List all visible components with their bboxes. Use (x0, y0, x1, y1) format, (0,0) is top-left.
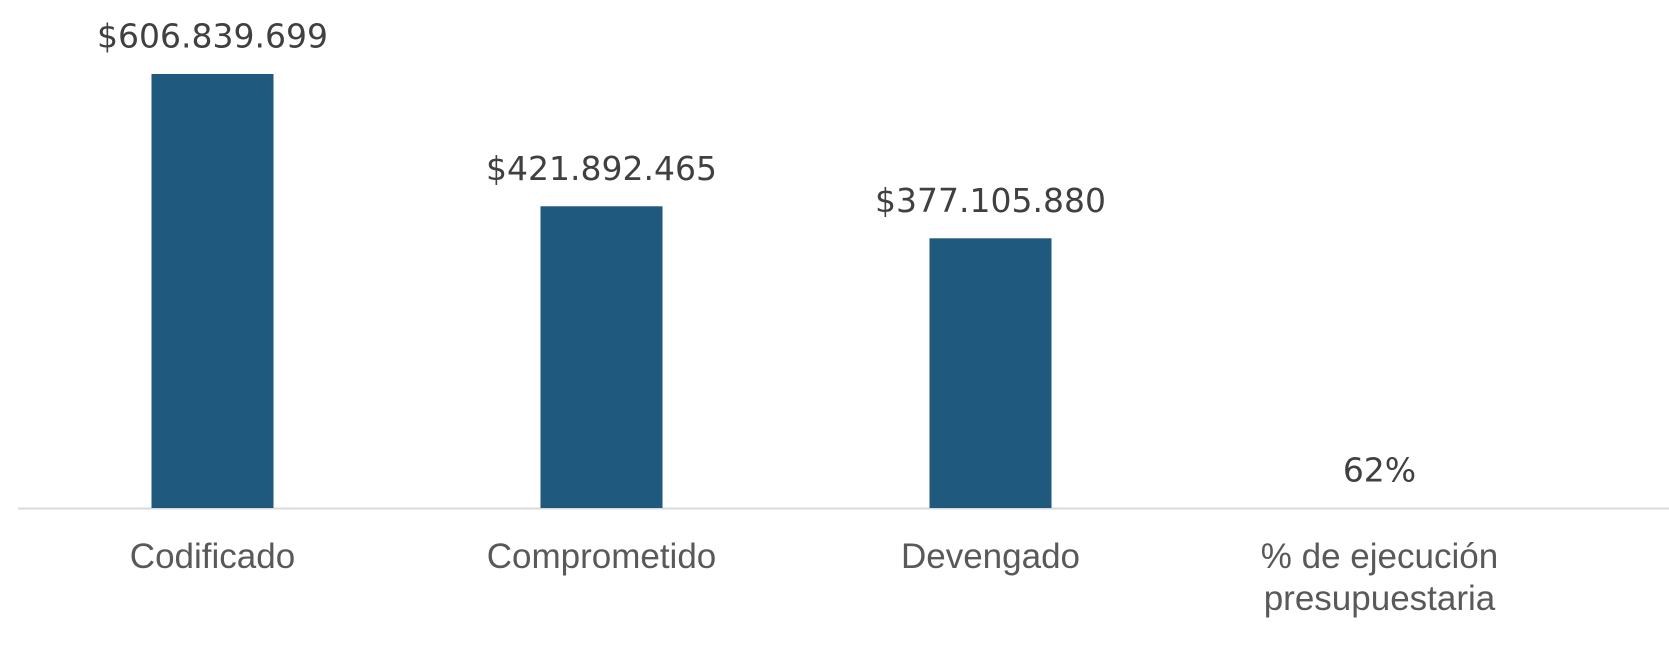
value-label: $606.839.699 (97, 17, 328, 56)
value-label: $421.892.465 (486, 149, 717, 188)
x-tick-label: Devengado (900, 537, 1081, 576)
bar (929, 238, 1052, 508)
bar (151, 74, 274, 508)
x-tick-label: % de ejecución presupuestaria (1260, 537, 1499, 618)
x-tick-label: Comprometido (486, 537, 717, 576)
value-label: 62% (1343, 450, 1416, 489)
bar (540, 206, 663, 508)
value-label: $377.105.880 (875, 181, 1106, 220)
x-tick-label: Codificado (129, 537, 296, 576)
